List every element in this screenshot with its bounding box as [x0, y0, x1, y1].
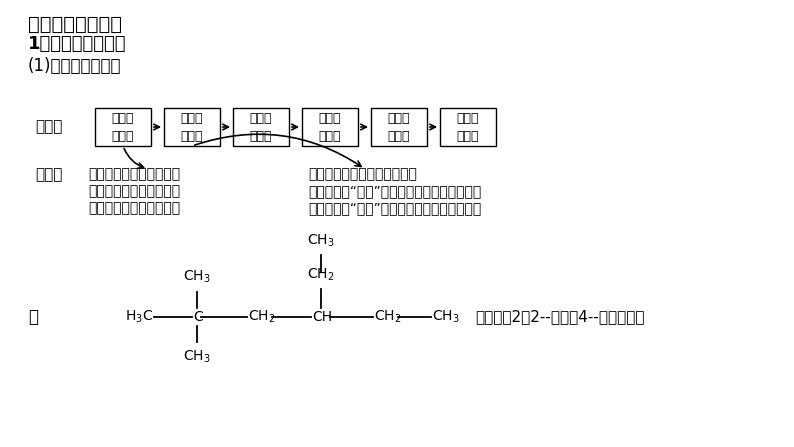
Text: 标位次
短线连: 标位次 短线连: [318, 111, 341, 143]
Text: CH: CH: [312, 310, 332, 324]
Text: CH$_3$: CH$_3$: [183, 269, 211, 285]
Text: CH$_3$: CH$_3$: [307, 232, 335, 249]
Text: H$_3$C: H$_3$C: [125, 309, 153, 325]
Text: CH$_2$: CH$_2$: [307, 266, 335, 283]
Text: 选择最长碳链为主链，有: 选择最长碳链为主链，有: [88, 167, 180, 181]
FancyBboxPatch shape: [95, 108, 151, 146]
Text: 的名称为2，2--二甲基4--乙基己烷。: 的名称为2，2--二甲基4--乙基己烷。: [475, 309, 645, 325]
Text: 相同基
合并算: 相同基 合并算: [457, 111, 480, 143]
Text: 支链最多的碳链为主链。: 支链最多的碳链为主链。: [88, 201, 180, 215]
FancyBboxPatch shape: [302, 108, 358, 146]
Text: 不同取代基“同近”时，从简单一端开始编号；: 不同取代基“同近”时，从简单一端开始编号；: [308, 184, 481, 198]
Text: CH$_3$: CH$_3$: [432, 309, 460, 325]
Text: CH$_2$: CH$_2$: [248, 309, 276, 325]
Text: CH$_3$: CH$_3$: [183, 349, 211, 365]
FancyBboxPatch shape: [233, 108, 289, 146]
FancyBboxPatch shape: [371, 108, 427, 146]
Text: 相同取代基“同近”时，取代基位次和应最小。: 相同取代基“同近”时，取代基位次和应最小。: [308, 201, 481, 215]
Text: 不同基
简到繁: 不同基 简到繁: [387, 111, 410, 143]
Text: 多条等长碳链时，选择含: 多条等长碳链时，选择含: [88, 184, 180, 198]
Text: 原则：: 原则：: [35, 167, 63, 182]
Text: 步骤：: 步骤：: [35, 119, 63, 135]
Text: 取代基
写在前: 取代基 写在前: [250, 111, 272, 143]
Text: 如: 如: [28, 308, 38, 326]
Text: 从离支链最近一端开始编号，: 从离支链最近一端开始编号，: [308, 167, 417, 181]
Text: 二、有机物的命名: 二、有机物的命名: [28, 15, 122, 34]
Text: 1．烃类物质的命名: 1．烃类物质的命名: [28, 35, 126, 53]
FancyBboxPatch shape: [440, 108, 496, 146]
Text: C: C: [193, 310, 202, 324]
Text: 选主链
称某烷: 选主链 称某烷: [112, 111, 134, 143]
FancyBboxPatch shape: [164, 108, 220, 146]
Text: (1)烷烃的系统命名: (1)烷烃的系统命名: [28, 57, 121, 75]
Text: 编号位
定支链: 编号位 定支链: [181, 111, 203, 143]
Text: CH$_2$: CH$_2$: [374, 309, 402, 325]
